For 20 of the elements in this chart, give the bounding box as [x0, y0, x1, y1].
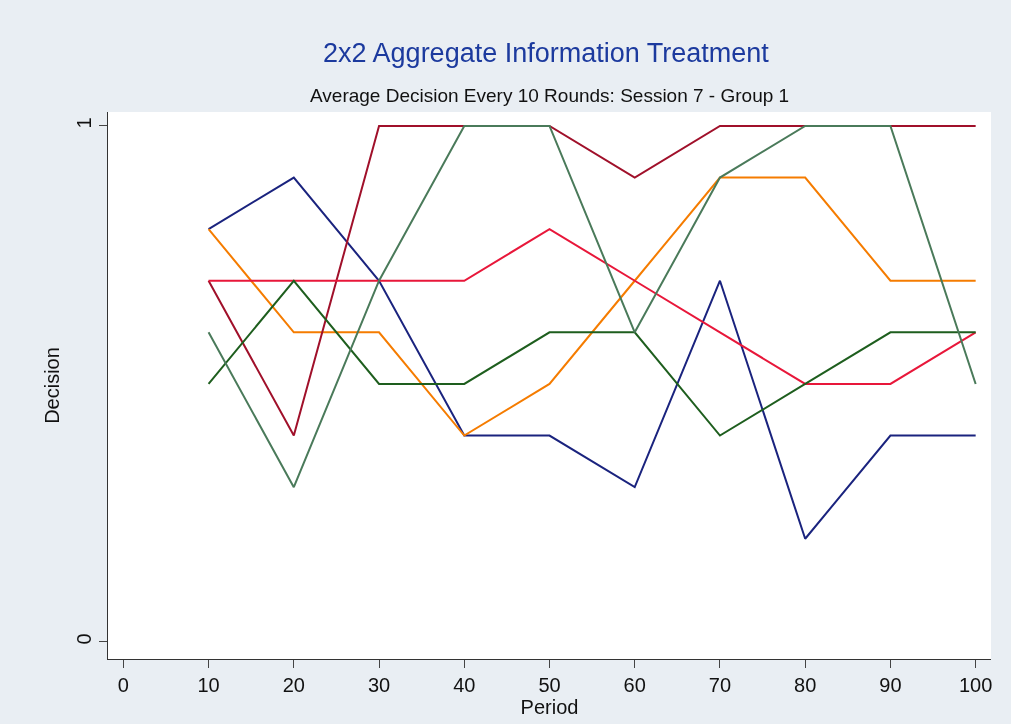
x-tick-label: 70: [708, 674, 732, 696]
y-axis-title: Decision: [40, 347, 63, 424]
chart-title: 2x2 Aggregate Information Treatment: [323, 38, 770, 69]
line-series: [207, 228, 977, 385]
chart-subtitle: Average Decision Every 10 Rounds: Session 7 - Group 1: [310, 85, 790, 106]
x-tick-label: 50: [538, 674, 561, 696]
x-tick-label: 40: [453, 674, 476, 696]
x-tick-label: 90: [879, 674, 902, 696]
line-series: [207, 176, 977, 437]
x-tick-label: 60: [623, 674, 646, 696]
x-tick-label: 30: [367, 674, 391, 696]
x-tick-label: 0: [117, 674, 129, 696]
x-tick-label: 20: [282, 674, 305, 696]
x-tick-label: 100: [958, 674, 993, 696]
x-axis-title: Period: [520, 696, 579, 718]
line-series: [207, 279, 977, 437]
line-series: [207, 176, 977, 540]
y-tick-label: 1: [73, 117, 95, 129]
x-tick-label: 80: [794, 674, 817, 696]
x-tick-label: 10: [197, 674, 220, 696]
